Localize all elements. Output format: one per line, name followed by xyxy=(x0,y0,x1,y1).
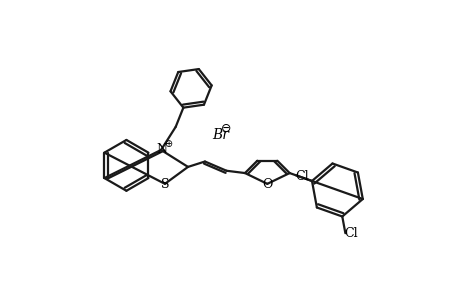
Text: Cl: Cl xyxy=(295,170,308,183)
Text: S: S xyxy=(161,178,169,191)
Text: Cl: Cl xyxy=(344,227,358,240)
Text: ⊕: ⊕ xyxy=(163,139,172,149)
Text: O: O xyxy=(262,178,272,191)
Text: ⊖: ⊖ xyxy=(221,122,231,135)
Text: N: N xyxy=(156,143,167,156)
Text: Br: Br xyxy=(212,128,229,142)
